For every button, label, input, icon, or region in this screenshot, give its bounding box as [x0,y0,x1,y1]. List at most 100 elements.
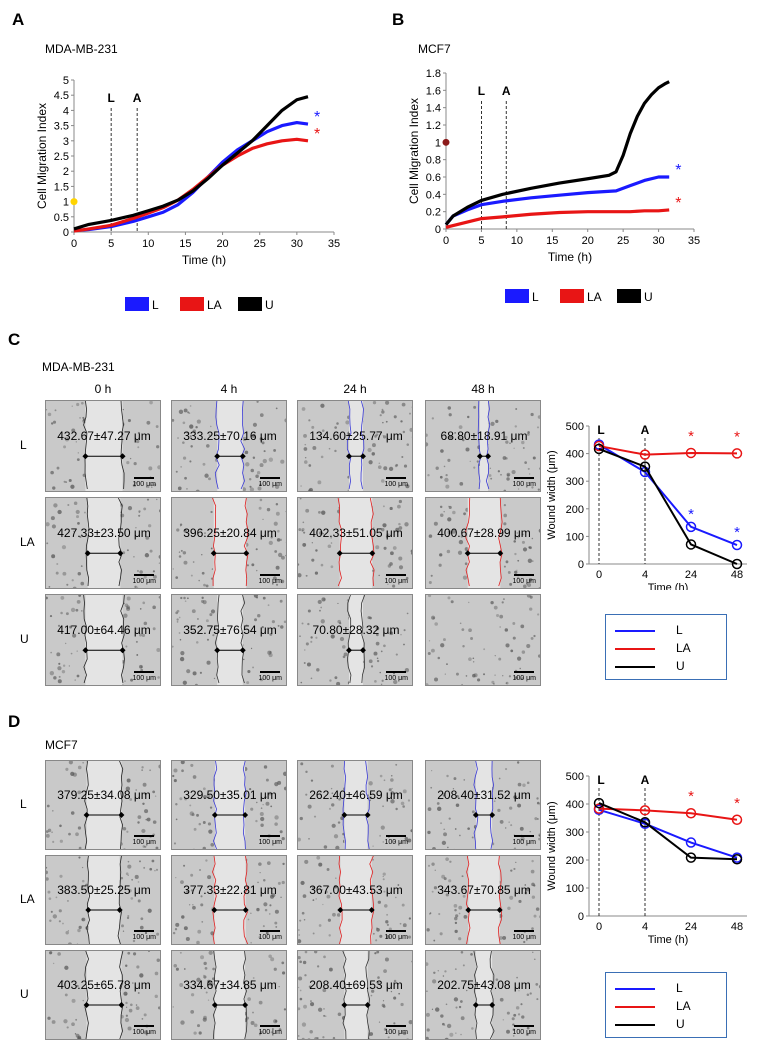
cell-dot [516,761,520,764]
cell-dot [65,481,68,484]
micrograph-L-1: 100 μm 333.25±70.16 μm [171,400,287,492]
cell-dot [60,596,65,600]
cell-dot [202,846,206,849]
measure-end [82,647,89,654]
cell-dot [383,644,386,648]
cell-dot [332,1036,336,1039]
cell-dot [203,961,207,966]
cell-dot [502,456,507,460]
cell-dot [139,633,143,637]
wound-edge-left [342,761,347,849]
y-tick-label: 300 [566,476,584,488]
cell-dot [154,795,157,797]
cell-dot [459,481,464,486]
cell-dot [191,609,196,614]
cell-dot [515,861,517,863]
cell-dot [250,1021,255,1026]
cell-dot [517,488,520,490]
cell-dot [382,505,385,508]
x-tick-label: 48 [731,569,743,581]
cell-dot [310,636,313,639]
cell-dot [212,967,216,971]
cell-dot [376,927,380,932]
cell-dot [298,929,300,931]
cell-dot [304,974,307,977]
cell-dot [375,641,380,646]
cell-dot [382,805,384,808]
cell-dot [157,1006,160,1010]
cell-dot [526,644,531,649]
cell-dot [203,532,207,535]
cell-dot [503,489,507,491]
scale-label: 100 μm [384,1029,409,1036]
measure-end [242,812,249,818]
cell-dot [198,822,202,826]
cell-dot [439,553,443,557]
cell-dot [262,596,266,600]
cell-dot [76,943,79,944]
cell-dot [426,1028,430,1032]
cell-dot [445,986,448,989]
cell-dot [367,447,372,453]
cell-dot [275,407,278,410]
cell-dot [281,836,285,841]
micrograph-texture [47,951,160,1039]
cell-dot [279,830,283,834]
cell-dot [47,412,52,417]
cell-dot [371,989,375,993]
scale-label: 100 μm [258,839,283,846]
wound-edge-right [369,856,374,944]
series-line-L [73,120,309,233]
cell-dot [499,626,501,628]
cell-dot [131,878,134,881]
cell-dot [310,1002,315,1007]
cell-dot [538,984,540,989]
cell-dot [307,804,312,809]
scale-bar [386,835,406,837]
cell-dot [375,545,380,550]
cell-dot [255,819,258,823]
cell-dot [453,904,458,908]
data-point-U [731,853,743,865]
micrograph-texture [172,761,286,849]
cell-dot [303,433,307,438]
wound-edge-left [84,951,89,1039]
cell-dot [284,418,286,423]
cell-dot [454,921,458,925]
cell-dot [530,869,535,874]
cell-dot [271,1028,274,1031]
cell-dot [315,549,318,552]
cell-dot [140,917,144,921]
cell-dot [399,841,402,844]
micrograph-U-3: 100 μm 202.75±43.08 μm [425,950,541,1040]
cell-dot [185,890,189,894]
cell-dot [148,524,152,528]
cell-dot [393,1022,396,1025]
cell-dot [301,1037,305,1039]
cell-dot [152,570,156,573]
micrograph-U-0: 100 μm 403.25±65.78 μm [45,950,161,1040]
cell-dot [483,648,486,651]
cell-dot [510,649,514,653]
cell-dot [275,565,280,570]
cell-dot [156,958,160,962]
y-tick-label: 4.5 [54,90,69,102]
cell-dot [308,419,311,422]
y-axis-label: Cell Migration Index [35,103,49,209]
cell-dot [301,527,305,532]
cell-dot [270,957,275,962]
cell-dot [468,601,470,604]
cell-dot [299,498,302,500]
micrograph-texture [46,761,160,849]
cell-dot [402,789,407,794]
cell-dot [445,893,449,897]
measure-end [464,550,471,557]
micrograph-L-0: 100 μm 379.25±34.08 μm [45,760,161,850]
column-label: 24 h [343,382,367,396]
scale-label: 100 μm [132,839,157,846]
cell-dot [512,622,516,625]
cell-dot [180,549,183,552]
cell-dot [521,540,525,544]
data-point-LA [685,447,697,459]
